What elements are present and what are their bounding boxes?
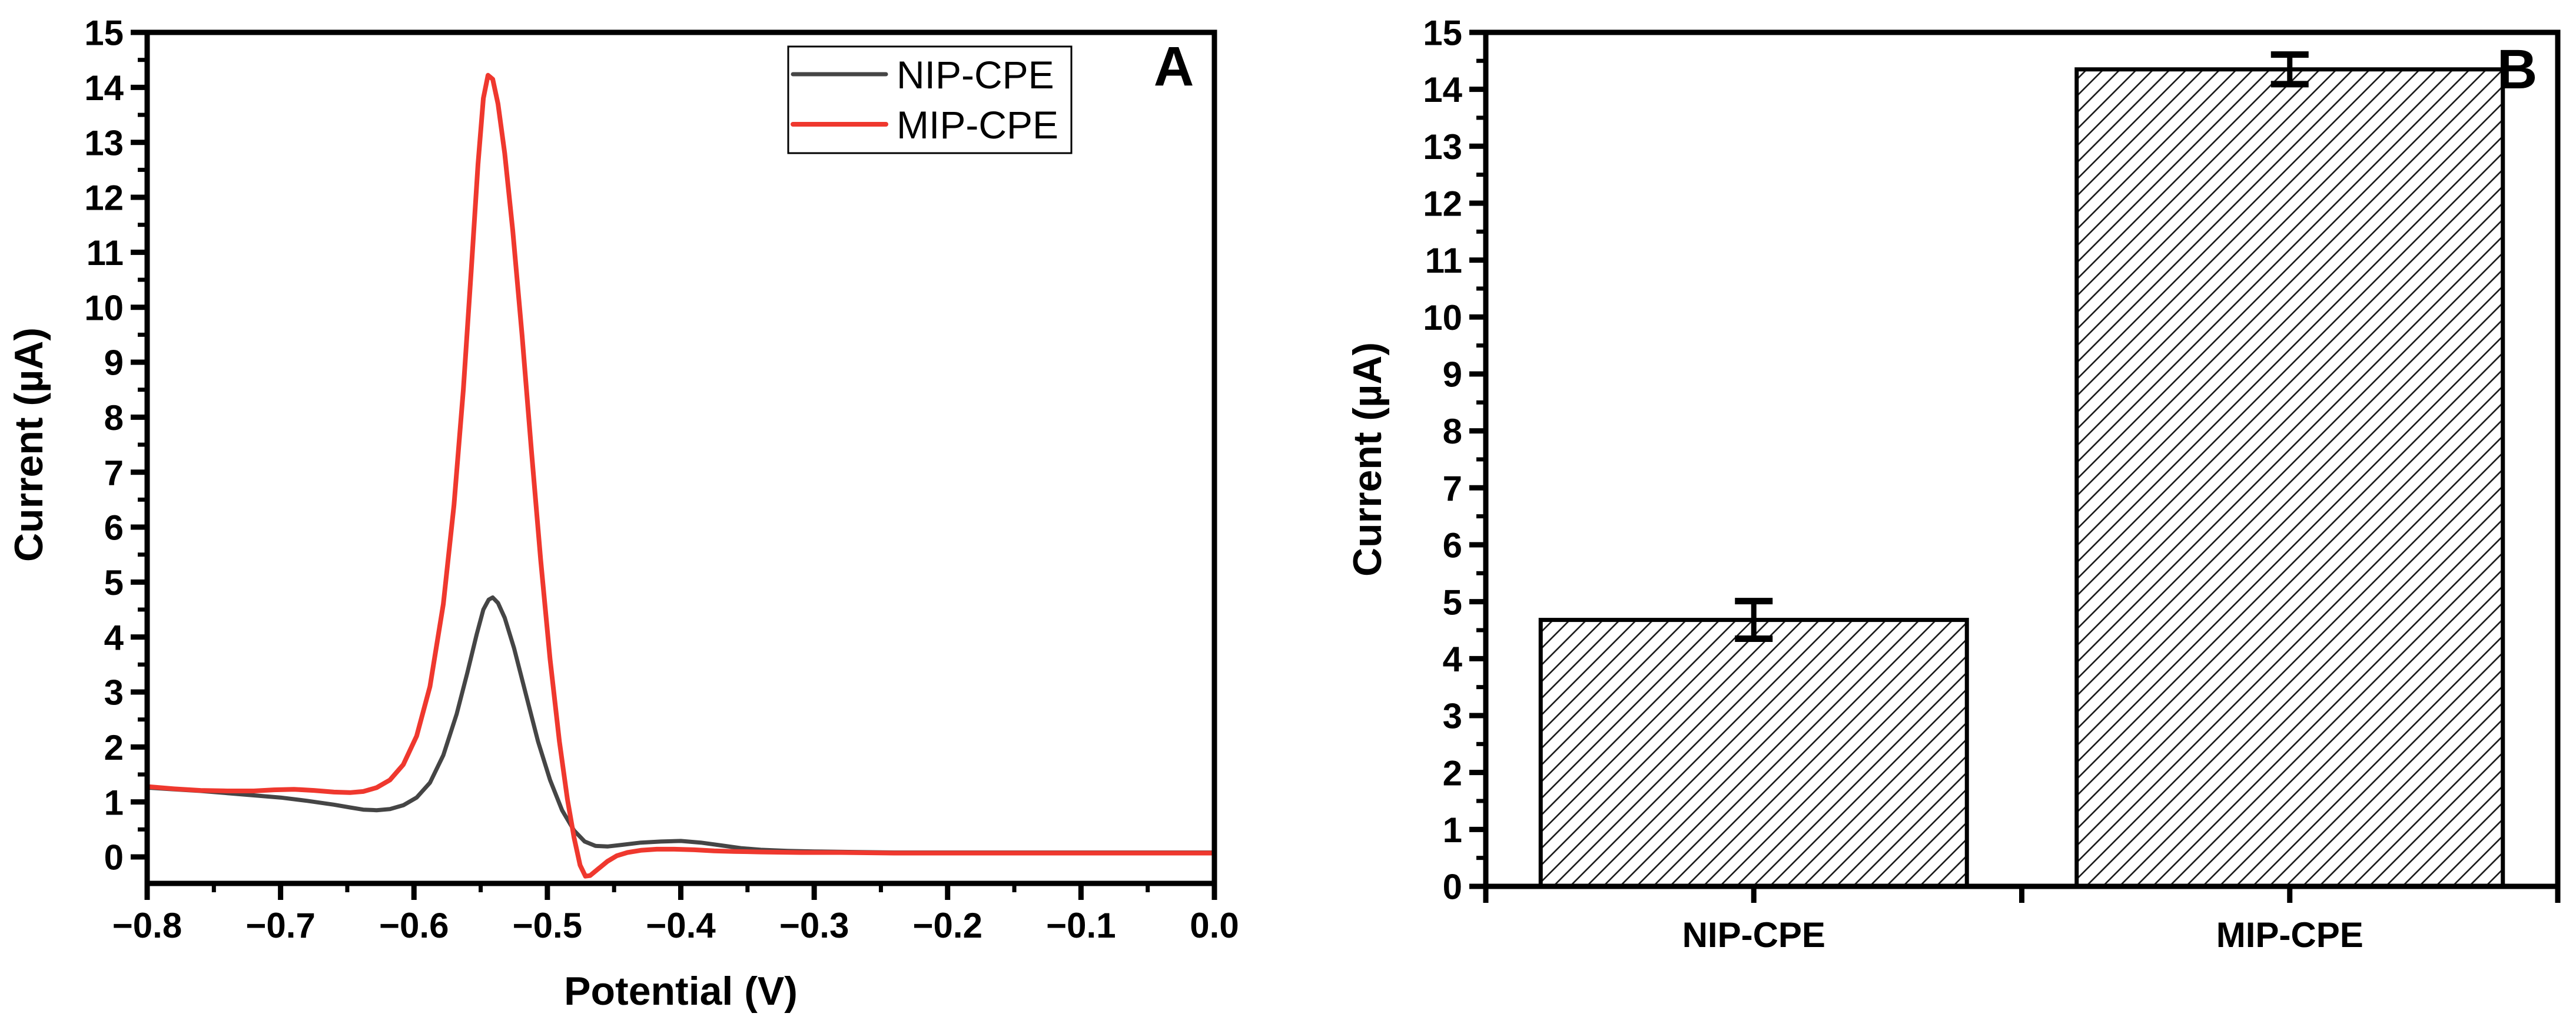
y-tick-label: 6 — [1443, 526, 1462, 565]
legend-label: MIP-CPE — [897, 103, 1058, 147]
y-tick-label: 4 — [104, 618, 124, 657]
legend-box — [787, 45, 1073, 154]
y-tick-label: 11 — [87, 233, 124, 273]
y-tick-label: 6 — [104, 508, 124, 548]
bar-nip-cpe — [1538, 618, 1969, 889]
y-tick-label: 15 — [1423, 14, 1462, 53]
y-tick-label: 3 — [104, 673, 124, 713]
x-tick-label: −0.3 — [779, 906, 849, 945]
y-tick-label: 14 — [84, 68, 124, 108]
y-tick-label: 7 — [104, 453, 124, 492]
y-tick-label: 1 — [1443, 810, 1462, 850]
y-tick-label: 3 — [1443, 697, 1462, 736]
panel-b-frame — [1483, 29, 2561, 889]
y-tick-label: 1 — [104, 783, 124, 822]
x-tick-label: −0.7 — [245, 906, 315, 945]
y-tick-label: 10 — [84, 288, 124, 327]
y-tick-label: 5 — [104, 563, 124, 602]
curves-group — [147, 72, 1214, 879]
y-tick-label: 9 — [104, 343, 124, 383]
y-tick-label: 9 — [1443, 355, 1462, 395]
x-tick-label: −0.6 — [379, 906, 449, 945]
y-tick-label: 14 — [1423, 70, 1462, 110]
y-tick-label: 12 — [84, 178, 124, 218]
y-tick-label: 0 — [1443, 868, 1462, 907]
y-tick-label: 11 — [1425, 241, 1462, 280]
legend-label: NIP-CPE — [897, 53, 1054, 97]
x-tick-label: −0.2 — [913, 906, 982, 945]
x-tick-label: −0.1 — [1046, 906, 1116, 945]
curve-mip-cpe — [147, 72, 1214, 879]
bar-mip-cpe — [2074, 67, 2505, 889]
y-tick-label: 15 — [84, 14, 124, 53]
y-tick-label: 4 — [1443, 640, 1463, 679]
category-label: MIP-CPE — [2216, 915, 2363, 955]
legend: NIP-CPE MIP-CPE — [787, 45, 1073, 154]
y-tick-label: 13 — [1423, 127, 1462, 167]
panel-a-frame — [144, 29, 1217, 886]
y-tick-label: 8 — [1443, 412, 1462, 451]
x-tick-label: −0.5 — [513, 906, 582, 945]
y-tick-label: 10 — [1423, 298, 1462, 337]
x-tick-label: −0.4 — [646, 906, 716, 945]
y-tick-label: 8 — [104, 398, 124, 438]
x-tick-label: −0.8 — [112, 906, 182, 945]
y-tick-label: 13 — [84, 123, 124, 163]
x-tick-label: 0.0 — [1190, 906, 1239, 945]
y-tick-label: 0 — [104, 838, 124, 878]
y-axis-title: Current (µA) — [1345, 342, 1390, 577]
y-axis-title: Current (µA) — [6, 327, 51, 562]
y-tick-label: 5 — [1443, 582, 1462, 622]
panel-label-a: A — [1154, 35, 1194, 98]
panel-label-b: B — [2497, 38, 2538, 101]
y-tick-label: 7 — [1443, 469, 1462, 508]
y-tick-label: 12 — [1423, 184, 1462, 224]
y-tick-label: 2 — [1443, 753, 1462, 793]
y-tick-label: 2 — [104, 728, 124, 767]
x-axis-title: Potential (V) — [564, 969, 798, 1014]
category-label: NIP-CPE — [1682, 915, 1825, 955]
